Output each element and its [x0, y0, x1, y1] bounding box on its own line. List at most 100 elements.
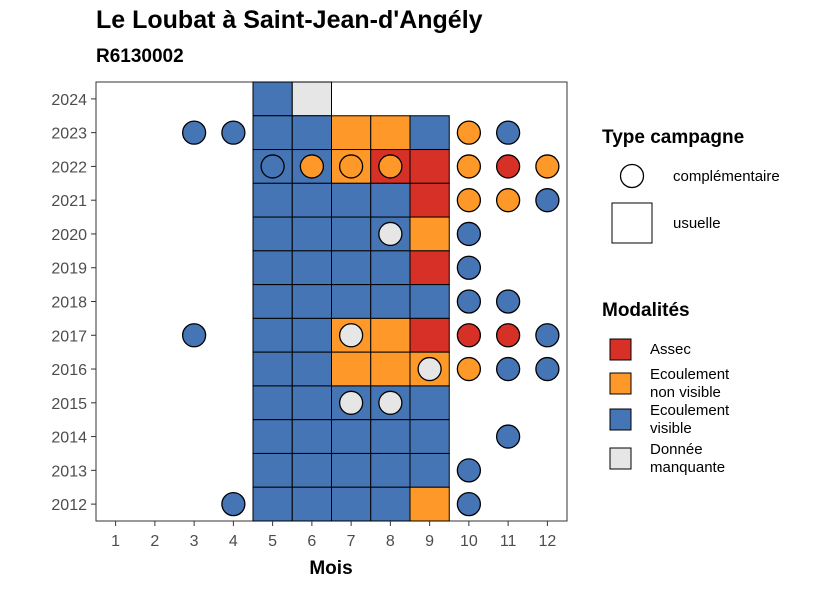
tile-2013-6 [291, 452, 332, 488]
tile-2014-5 [252, 419, 293, 454]
usuelle-cells [252, 81, 450, 522]
point-2017-11 [495, 323, 521, 348]
tile-2016-6 [291, 351, 332, 387]
point-2020-10 [456, 221, 482, 247]
y-tick-label: 2023 [51, 126, 87, 143]
x-tick-label: 11 [500, 533, 517, 550]
tile-2014-9 [409, 419, 450, 454]
tile-2023-6 [291, 115, 332, 151]
x-axis-title: Mois [309, 558, 352, 579]
point-2021-12 [535, 188, 560, 213]
legend-type-campagne: Type campagne complémentaire usuelle [602, 127, 780, 244]
tile-2021-7 [331, 182, 372, 218]
tile-2015-6 [291, 385, 332, 421]
x-tick-label: 10 [460, 533, 478, 550]
tile-2014-8 [370, 419, 411, 454]
y-tick-label: 2019 [51, 261, 87, 278]
point-2022-6 [299, 154, 325, 179]
point-2016-11 [495, 356, 521, 382]
x-tick-label: 7 [347, 533, 356, 550]
legend-title-campagne: Type campagne [602, 127, 744, 148]
tile-2017-5 [252, 317, 293, 353]
tile-2014-7 [331, 419, 372, 454]
tile-2012-8 [370, 486, 411, 522]
legend-swatch-ecoulement_non_visible [609, 372, 632, 395]
tile-2021-6 [291, 182, 332, 218]
x-tick-label: 8 [386, 533, 395, 550]
tile-2018-6 [291, 284, 332, 319]
tile-2016-7 [331, 351, 372, 387]
legend-swatch-assec [609, 338, 632, 361]
tile-2016-8 [370, 351, 411, 387]
tile-2021-8 [370, 182, 411, 218]
point-2023-10 [456, 120, 482, 145]
tile-2023-7 [331, 115, 372, 151]
x-tick-label: 2 [150, 533, 159, 550]
x-axis: 1 2 3 4 5 6 7 8 9 10 11 12 [111, 521, 556, 550]
tile-2017-6 [291, 317, 332, 353]
tile-2018-5 [252, 284, 293, 319]
y-tick-label: 2012 [51, 497, 87, 514]
tile-2017-9 [409, 317, 450, 353]
y-tick-label: 2014 [51, 430, 87, 447]
legend-label-donnee_manquante: Donnée [650, 441, 703, 458]
point-2020-8 [378, 221, 403, 247]
tile-2018-8 [370, 284, 411, 319]
x-tick-label: 3 [190, 533, 199, 550]
point-2015-7 [338, 390, 364, 415]
point-2022-5 [260, 154, 285, 179]
point-2014-11 [495, 424, 521, 449]
tile-2013-5 [252, 452, 293, 488]
tile-2018-9 [409, 284, 450, 319]
tile-2016-5 [252, 351, 293, 387]
point-2016-10 [456, 356, 482, 382]
y-tick-label: 2013 [51, 463, 87, 480]
tile-2019-6 [291, 250, 332, 286]
legend-label-donnee_manquante: manquante [650, 459, 725, 476]
point-2022-8 [378, 154, 403, 179]
tile-2019-7 [331, 250, 372, 286]
tile-2019-5 [252, 250, 293, 286]
point-2022-12 [535, 154, 560, 179]
point-2016-12 [535, 356, 560, 382]
legend-label-ecoulement_visible: visible [650, 420, 692, 437]
point-2012-4 [221, 491, 246, 517]
point-2021-10 [456, 188, 482, 213]
point-2015-8 [378, 390, 403, 415]
tile-2015-9 [409, 385, 450, 421]
x-tick-label: 4 [229, 533, 238, 550]
tile-2019-8 [370, 250, 411, 286]
point-2021-11 [495, 188, 521, 213]
y-tick-label: 2021 [51, 193, 87, 210]
tile-2012-9 [409, 486, 450, 522]
tile-2023-9 [409, 115, 450, 151]
tile-2013-9 [409, 452, 450, 488]
point-2023-11 [495, 120, 521, 145]
legend-label-assec: Assec [650, 341, 691, 358]
x-tick-label: 5 [268, 533, 277, 550]
tile-2014-6 [291, 419, 332, 454]
point-2023-3 [181, 120, 207, 145]
x-tick-label: 9 [425, 533, 434, 550]
y-tick-label: 2022 [51, 159, 87, 176]
legend-label-ecoulement_non_visible: Ecoulement [650, 366, 730, 383]
point-2022-7 [338, 154, 364, 179]
tile-2012-6 [291, 486, 332, 522]
tile-2021-9 [409, 182, 450, 218]
point-2018-10 [456, 289, 482, 314]
tile-2018-7 [331, 284, 372, 319]
legend-label-ecoulement_visible: Ecoulement [650, 402, 730, 419]
legend-title-modalites: Modalités [602, 300, 690, 321]
legend-label-usuelle: usuelle [673, 215, 721, 232]
tile-2020-9 [409, 216, 450, 252]
point-2022-10 [456, 154, 482, 179]
y-tick-label: 2020 [51, 227, 87, 244]
tile-2020-5 [252, 216, 293, 252]
tile-2013-8 [370, 452, 411, 488]
legend-swatch-ecoulement_visible [609, 408, 632, 431]
tile-2017-8 [370, 317, 411, 353]
y-tick-label: 2017 [51, 328, 87, 345]
tile-2019-9 [409, 250, 450, 286]
x-tick-label: 12 [538, 533, 556, 550]
